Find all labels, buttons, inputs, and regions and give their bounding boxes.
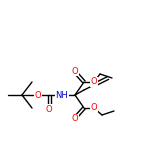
Text: O: O <box>46 105 52 114</box>
Text: O: O <box>91 104 97 112</box>
Text: O: O <box>91 78 97 86</box>
Text: NH: NH <box>56 90 68 100</box>
Text: O: O <box>35 90 41 100</box>
Text: O: O <box>72 114 78 123</box>
Text: O: O <box>72 67 78 76</box>
